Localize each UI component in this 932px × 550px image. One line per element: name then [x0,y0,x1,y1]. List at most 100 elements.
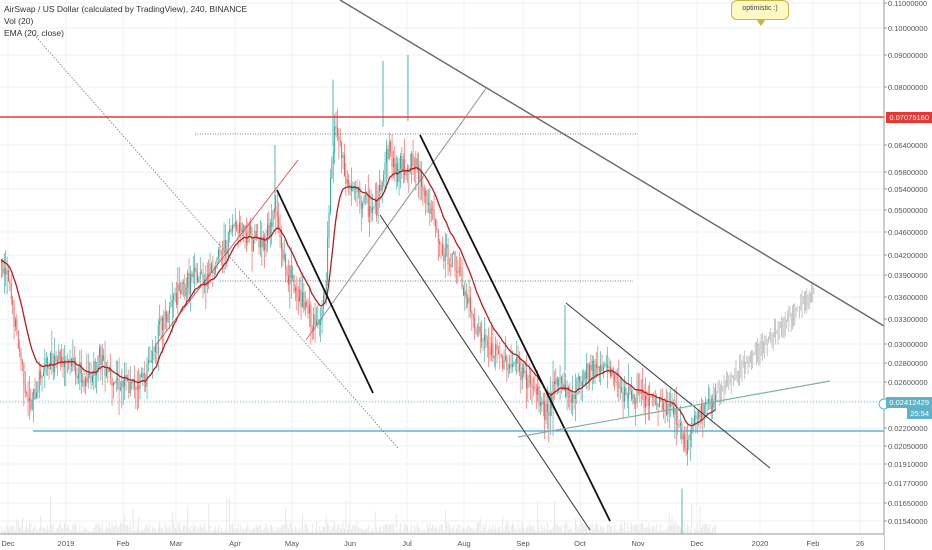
volume-bar [142,529,144,534]
volume-bar [223,531,225,534]
volume-bar [509,530,511,534]
volume-bar [491,529,492,534]
volume-bar [160,527,162,534]
volume-bar [12,525,14,534]
candle-body [569,390,571,398]
volume-bar [554,500,555,534]
candle-body [415,158,417,170]
black-channel-line-2 [419,134,611,522]
volume-bar [40,515,42,534]
candle-body [83,380,85,387]
volume-bar [26,524,28,534]
volume-indicator-label[interactable]: Vol (20) [4,16,34,26]
candle-body [100,347,102,365]
volume-bar [156,531,158,534]
volume-bar [414,525,415,534]
candle-body [285,254,287,269]
ema-indicator-label[interactable]: EMA (20, close) [4,28,64,38]
volume-bar [261,529,263,534]
volume-bar [465,529,467,534]
y-tick-label: 0.03300000 [888,315,928,324]
volume-bar [444,510,446,534]
volume-bar [362,529,364,534]
volume-bar [117,527,119,534]
candle-body [188,272,190,295]
volume-bar [162,528,163,534]
candle-body [688,439,690,441]
volume-bar [230,524,232,534]
volume-bar [139,531,141,534]
volume-bar [619,523,621,534]
candle-body [26,392,28,395]
candle-body [425,190,427,196]
volume-bar [311,523,313,534]
volume-bar [176,529,177,534]
candle-body [138,385,140,390]
candle-body [506,356,508,370]
candle-body [150,361,152,363]
volume-bar [556,524,558,534]
volume-bar [180,528,182,534]
volume-bar [562,531,564,534]
candle-body [675,408,677,425]
candle-body [379,185,380,192]
candle-body [598,366,600,373]
candle-body [457,271,459,274]
volume-bar [366,528,368,534]
candle-body [59,351,61,363]
candle-body [178,283,180,291]
optimistic-callout[interactable]: optimistic :) [731,0,789,26]
candle-body [58,351,60,360]
volume-bar [654,529,656,534]
candle-body [159,321,161,325]
volume-bar [152,527,154,534]
volume-bar [192,523,194,534]
volume-bar [58,524,60,534]
candle-body [103,355,105,361]
candle-body [377,191,379,216]
candle-body [482,341,484,342]
volume-bar [688,527,690,534]
volume-bar [421,530,422,534]
candle-body [359,187,361,204]
volume-bar [706,523,708,534]
gray-uptrend-line [305,86,488,341]
candle-body [331,162,333,179]
volume-bar [533,525,534,534]
candle-body [670,402,672,407]
candle-body [209,263,211,277]
volume-bar [306,524,308,534]
volume-bar [394,531,396,534]
candle-body [558,379,560,386]
candle-body [502,356,504,369]
volume-bar [80,530,82,534]
candle-body [156,352,158,353]
candle-body [628,386,630,399]
volume-bar [47,524,49,534]
volume-bar [94,524,96,534]
volume-bar [169,524,170,534]
volume-bar [317,531,319,534]
volume-bar [450,528,452,534]
volume-bar [93,527,95,534]
volume-bar [267,527,268,534]
candle-body [90,375,92,383]
candle-body [674,408,676,415]
candle-body [496,344,498,351]
volume-bar [485,522,487,534]
volume-bar [446,522,448,534]
candle-body [1,259,2,264]
candle-body [171,300,173,307]
candle-body [582,381,583,387]
volume-bar [85,528,86,534]
volume-bar [498,528,499,534]
volume-bar [328,524,330,534]
candle-body [313,314,315,332]
volume-bar [457,524,459,534]
volume-bar [107,528,109,534]
candle-body [122,381,124,387]
candle-body [225,239,226,250]
candle-body [94,361,96,376]
volume-bar [477,522,478,534]
